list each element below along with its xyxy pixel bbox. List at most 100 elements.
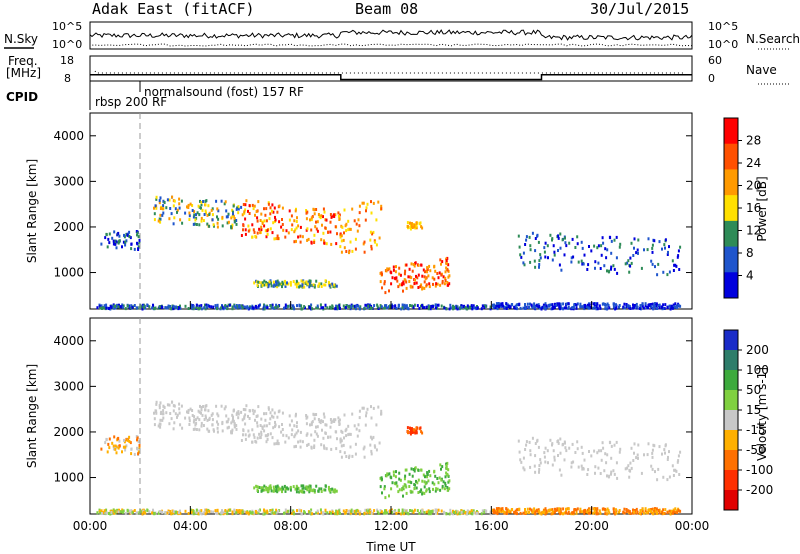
velocity-echo xyxy=(449,511,452,515)
power-echo xyxy=(525,235,528,239)
power-echo xyxy=(340,234,343,238)
velocity-echo xyxy=(231,419,234,423)
power-echo xyxy=(126,233,129,237)
power-echo xyxy=(539,256,542,260)
velocity-echo xyxy=(411,490,414,494)
velocity-echo xyxy=(514,509,517,513)
power-echo xyxy=(656,307,658,310)
velocity-echo xyxy=(534,470,537,474)
velocity-echo xyxy=(137,452,140,456)
velocity-echo xyxy=(580,464,583,468)
power-echo xyxy=(317,284,320,288)
power-echo xyxy=(270,284,273,288)
velocity-echo xyxy=(200,424,203,428)
velocity-echo xyxy=(565,511,568,515)
power-echo xyxy=(105,303,108,307)
velocity-echo xyxy=(426,473,429,476)
power-echo xyxy=(315,306,318,310)
velocity-echo xyxy=(319,508,322,512)
velocity-echo xyxy=(426,471,429,475)
velocity-echo xyxy=(334,511,337,515)
velocity-echo xyxy=(192,509,195,513)
power-echo xyxy=(520,255,523,259)
velocity-echo xyxy=(381,477,383,481)
velocity-echo xyxy=(445,467,448,471)
power-echo xyxy=(349,240,352,244)
velocity-echo xyxy=(322,420,324,424)
velocity-echo xyxy=(539,461,542,465)
velocity-echo xyxy=(533,507,536,511)
power-echo xyxy=(476,306,479,310)
velocity-echo xyxy=(158,510,161,514)
velocity-echo xyxy=(553,458,556,462)
power-echo xyxy=(369,238,372,242)
power-echo xyxy=(328,282,330,286)
velocity-echo xyxy=(162,409,165,413)
power-echo xyxy=(281,223,284,226)
velocity-echo xyxy=(402,512,405,516)
velocity-echo xyxy=(435,487,438,491)
power-echo xyxy=(586,305,588,309)
velocity-echo xyxy=(495,507,498,511)
power-echo xyxy=(212,305,215,309)
power-echo xyxy=(405,263,408,267)
velocity-echo xyxy=(315,425,317,429)
velocity-echo xyxy=(678,473,681,476)
power-echo xyxy=(446,283,449,287)
power-echo xyxy=(261,281,264,285)
velocity-echo xyxy=(583,458,586,462)
power-echo xyxy=(666,306,669,310)
power-echo xyxy=(112,239,115,243)
colorbar-tick-label: 28 xyxy=(746,134,761,148)
velocity-echo xyxy=(559,510,562,514)
power-echo xyxy=(103,304,106,308)
velocity-echo xyxy=(434,489,437,493)
velocity-echo xyxy=(654,470,656,474)
xtick-label: 12:00 xyxy=(374,519,409,533)
power-echo xyxy=(398,272,401,276)
power-echo xyxy=(168,217,171,221)
velocity-echo xyxy=(575,508,578,512)
power-echo xyxy=(361,201,364,205)
power-echo xyxy=(98,304,101,308)
power-echo xyxy=(355,222,358,226)
velocity-echo xyxy=(422,510,424,514)
velocity-echo xyxy=(313,490,316,494)
velocity-echo xyxy=(547,509,550,513)
power-echo xyxy=(293,240,296,244)
velocity-echo xyxy=(376,510,379,514)
velocity-echo xyxy=(317,418,320,421)
velocity-echo xyxy=(220,404,223,408)
power-echo xyxy=(610,267,612,271)
power-echo xyxy=(275,303,278,307)
velocity-echo xyxy=(429,512,432,516)
power-echo xyxy=(664,246,666,250)
power-echo xyxy=(565,244,568,248)
velocity-echo xyxy=(651,507,654,511)
velocity-echo xyxy=(610,470,613,474)
power-echo xyxy=(604,307,607,311)
power-echo xyxy=(565,302,568,306)
power-echo xyxy=(190,305,193,309)
power-echo xyxy=(439,283,442,287)
power-echo xyxy=(560,268,563,272)
power-echo xyxy=(647,237,650,241)
power-echo xyxy=(383,306,386,310)
power-echo xyxy=(235,219,238,222)
power-echo xyxy=(412,305,415,309)
velocity-echo xyxy=(426,475,429,479)
velocity-echo xyxy=(596,512,599,516)
velocity-echo xyxy=(637,456,639,460)
power-echo xyxy=(354,237,357,241)
power-echo xyxy=(117,231,120,235)
power-echo xyxy=(658,306,661,310)
power-echo xyxy=(363,250,366,254)
velocity-echo xyxy=(423,511,426,515)
power-echo xyxy=(623,306,626,310)
power-echo xyxy=(421,287,424,291)
power-echo xyxy=(580,240,583,244)
velocity-echo xyxy=(525,443,528,447)
velocity-echo xyxy=(398,488,401,492)
power-echo xyxy=(379,280,382,284)
power-echo xyxy=(426,270,429,274)
